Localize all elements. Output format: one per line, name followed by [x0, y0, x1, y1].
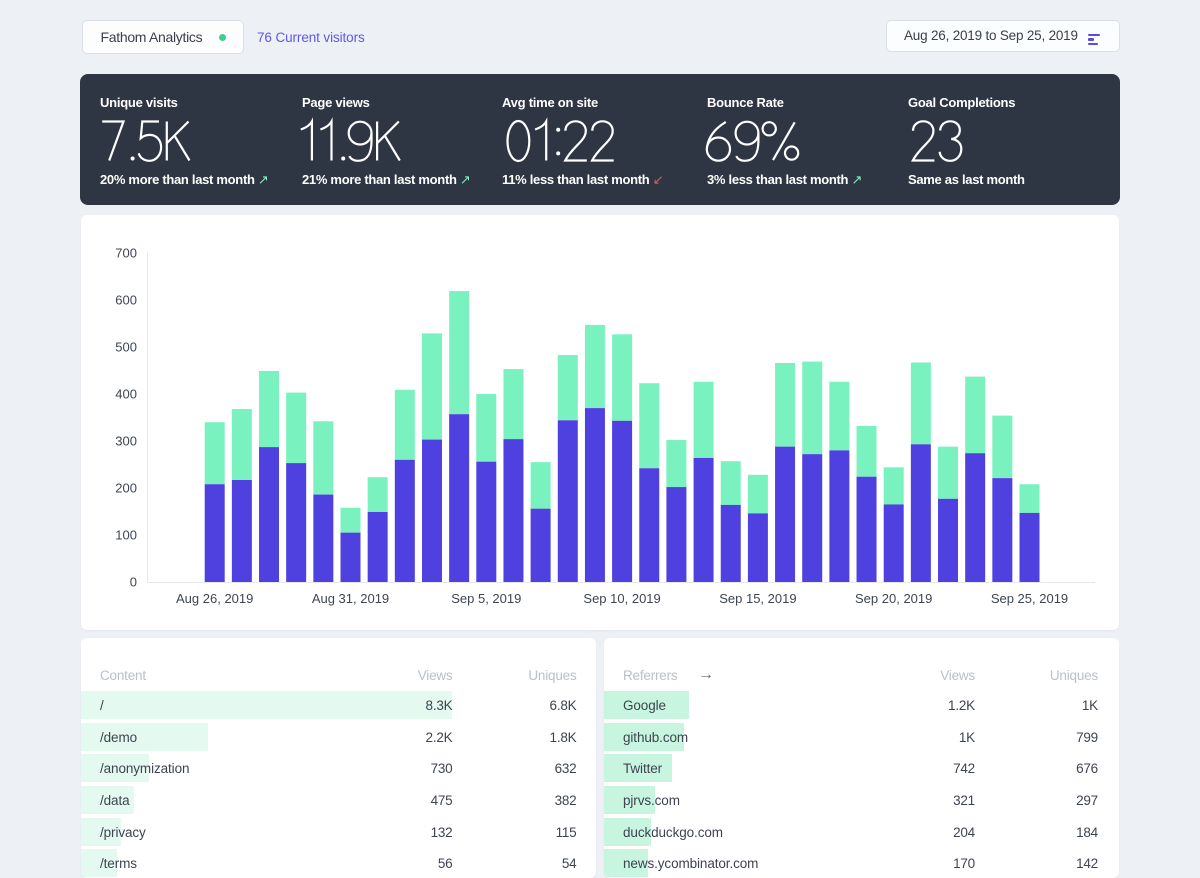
svg-text:Aug 26, 2019: Aug 26, 2019: [176, 591, 253, 606]
svg-text:Sep 15, 2019: Sep 15, 2019: [719, 591, 796, 606]
svg-text:200: 200: [115, 481, 137, 496]
svg-text:700: 700: [115, 246, 137, 261]
svg-text:600: 600: [115, 293, 137, 308]
svg-text:300: 300: [115, 434, 137, 449]
svg-text:Sep 10, 2019: Sep 10, 2019: [583, 591, 660, 606]
svg-text:100: 100: [115, 528, 137, 543]
svg-text:Sep 25, 2019: Sep 25, 2019: [991, 591, 1068, 606]
svg-text:Aug 31, 2019: Aug 31, 2019: [312, 591, 389, 606]
svg-text:Sep 20, 2019: Sep 20, 2019: [855, 591, 932, 606]
svg-text:Sep 5, 2019: Sep 5, 2019: [451, 591, 521, 606]
svg-text:500: 500: [115, 340, 137, 355]
svg-text:0: 0: [130, 575, 137, 590]
svg-text:400: 400: [115, 387, 137, 402]
